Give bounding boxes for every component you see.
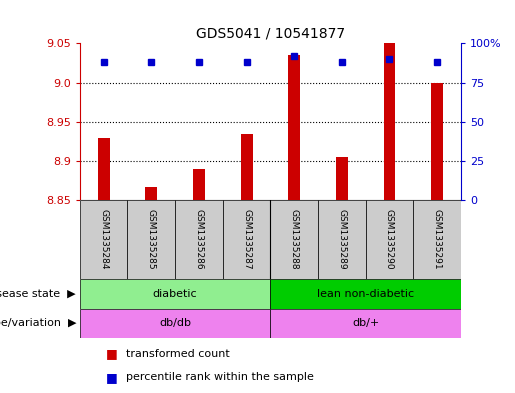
Text: GSM1335285: GSM1335285: [147, 209, 156, 270]
Bar: [288, 55, 300, 200]
Text: GSM1335284: GSM1335284: [99, 209, 108, 270]
Text: lean non-diabetic: lean non-diabetic: [317, 289, 414, 299]
Bar: [128, 200, 175, 279]
Bar: [413, 200, 461, 279]
Bar: [366, 200, 413, 279]
Text: GSM1335290: GSM1335290: [385, 209, 394, 270]
Bar: [175, 200, 222, 279]
Bar: [241, 134, 252, 200]
Text: genotype/variation  ▶: genotype/variation ▶: [0, 318, 76, 328]
Bar: [384, 43, 396, 200]
Bar: [80, 309, 270, 338]
Text: GSM1335289: GSM1335289: [337, 209, 346, 270]
Bar: [270, 309, 461, 338]
Title: GDS5041 / 10541877: GDS5041 / 10541877: [196, 27, 345, 40]
Text: ■: ■: [106, 347, 117, 360]
Bar: [98, 138, 110, 200]
Bar: [336, 157, 348, 200]
Bar: [270, 279, 461, 309]
Bar: [431, 83, 443, 200]
Text: GSM1335291: GSM1335291: [433, 209, 441, 270]
Bar: [80, 200, 128, 279]
Bar: [80, 279, 270, 309]
Text: transformed count: transformed count: [126, 349, 230, 359]
Text: ■: ■: [106, 371, 117, 384]
Text: diabetic: diabetic: [153, 289, 197, 299]
Text: disease state  ▶: disease state ▶: [0, 289, 76, 299]
Bar: [270, 200, 318, 279]
Text: GSM1335288: GSM1335288: [290, 209, 299, 270]
Text: db/db: db/db: [159, 318, 191, 328]
Text: GSM1335286: GSM1335286: [195, 209, 203, 270]
Bar: [193, 169, 205, 200]
Bar: [318, 200, 366, 279]
Text: percentile rank within the sample: percentile rank within the sample: [126, 372, 314, 382]
Bar: [145, 187, 157, 200]
Text: GSM1335287: GSM1335287: [242, 209, 251, 270]
Bar: [222, 200, 270, 279]
Text: db/+: db/+: [352, 318, 379, 328]
